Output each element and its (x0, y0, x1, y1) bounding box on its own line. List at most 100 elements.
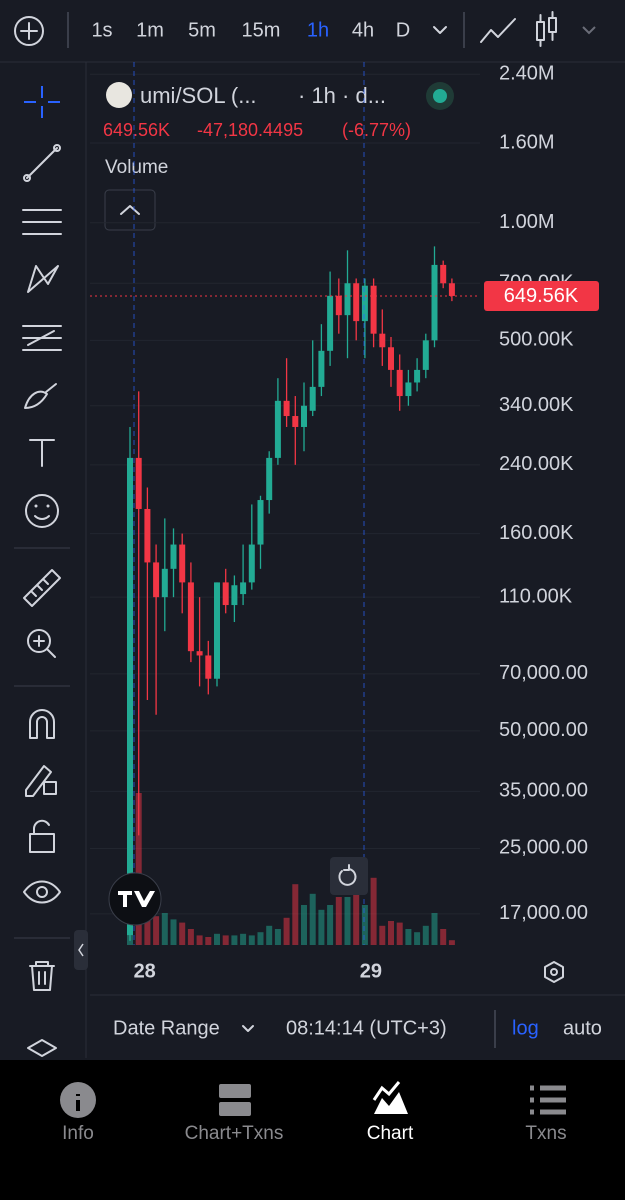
volume-bar (266, 925, 273, 945)
interval-button[interactable]: 15m (242, 19, 281, 41)
log-toggle[interactable]: log (512, 1017, 539, 1039)
volume-bar (353, 890, 360, 945)
y-tick-label: 110.00K (499, 585, 573, 607)
tab[interactable]: Txns (525, 1123, 566, 1144)
text-tool[interactable] (29, 439, 55, 467)
emoji-tool[interactable] (25, 494, 59, 528)
auto-toggle[interactable]: auto (563, 1017, 602, 1039)
interval-dropdown[interactable] (433, 26, 447, 34)
interval-button[interactable]: 1m (136, 19, 164, 41)
candle-body (344, 283, 351, 316)
tab[interactable]: Chart+Txns (185, 1123, 284, 1144)
tab[interactable]: Info (62, 1123, 94, 1144)
volume-bar (335, 897, 342, 945)
lock-draw-tool[interactable] (25, 765, 57, 797)
candle-body (231, 585, 238, 606)
zoom-tool[interactable] (27, 629, 56, 658)
visibility-tool[interactable] (23, 880, 61, 904)
volume-bar (248, 935, 255, 945)
interval-button[interactable]: 1s (91, 19, 112, 41)
volume-bar (309, 893, 316, 945)
interval-button[interactable]: 1h (307, 19, 329, 41)
tab-bar (0, 1060, 625, 1200)
candle-body (153, 562, 160, 598)
ruler-tool[interactable] (23, 569, 61, 607)
symbol-avatar (106, 82, 132, 108)
volume-bar (318, 909, 325, 945)
candle-body (379, 333, 386, 348)
layers-tool[interactable] (27, 1039, 57, 1057)
candle-body (448, 283, 455, 296)
candle-body (431, 264, 438, 341)
volume-bar (231, 935, 238, 945)
volume-bar (170, 919, 177, 945)
y-tick-label: 2.40M (499, 63, 555, 85)
fib-tool[interactable] (22, 209, 62, 235)
y-tick-label: 160.00K (499, 522, 574, 544)
volume-bar (179, 922, 186, 945)
date-range[interactable]: Date Range (113, 1017, 220, 1039)
lock-tool[interactable] (29, 819, 55, 853)
candle-body (161, 568, 168, 598)
x-tick-label: 28 (134, 960, 156, 982)
candle-body (353, 283, 360, 322)
candle-body (144, 508, 151, 563)
crosshair-tool[interactable] (24, 86, 60, 118)
line-style[interactable] (480, 18, 516, 43)
candle-body (414, 369, 421, 383)
candle-body (205, 655, 212, 679)
volume-bar (370, 877, 377, 945)
x-tick-label: 29 (360, 960, 382, 982)
legend-price: 649.56K (103, 120, 170, 140)
projection-tool[interactable] (22, 325, 62, 351)
candle-body (196, 651, 203, 656)
volume-bar (301, 905, 307, 945)
collapse-toolbar[interactable] (74, 930, 88, 970)
candle-body (222, 582, 229, 606)
plot: 2.40M1.60M1.00M700.00K500.00K340.00K240.… (90, 63, 599, 982)
last-price-label: 649.56K (504, 285, 579, 307)
volume-bar (161, 913, 168, 945)
candle-body (127, 457, 133, 936)
volume-bar (205, 937, 212, 945)
delete-tool[interactable] (29, 961, 55, 991)
candle-body (257, 500, 264, 545)
y-tick-label: 17,000.00 (499, 902, 588, 924)
candle-style[interactable] (536, 11, 557, 47)
tv-logo[interactable] (108, 872, 162, 926)
volume-bar (257, 932, 264, 945)
y-tick-label: 35,000.00 (499, 780, 588, 802)
settings[interactable] (544, 961, 564, 983)
volume-bar (214, 933, 220, 945)
candle-body (240, 582, 247, 595)
volume-bar (274, 929, 281, 945)
left-toolbar (14, 62, 88, 1058)
interval-button[interactable]: D (396, 19, 410, 41)
add-button[interactable] (14, 16, 44, 46)
volume-bar (388, 921, 394, 945)
interval-button[interactable]: 5m (188, 19, 216, 41)
y-tick-label: 50,000.00 (499, 719, 588, 741)
volume-bar (440, 929, 447, 945)
volume-bar (344, 897, 351, 945)
reset-button[interactable] (330, 857, 368, 895)
interval-button[interactable]: 4h (352, 19, 374, 41)
pattern-tool[interactable] (27, 265, 59, 293)
volume-bar (196, 935, 203, 945)
volume-bar (405, 929, 412, 945)
collapse-legend[interactable] (104, 189, 156, 231)
candle-body (292, 416, 299, 427)
clock: 08:14:14 (UTC+3) (286, 1017, 447, 1039)
trend-line-tool[interactable] (23, 144, 61, 182)
candle-body (361, 285, 368, 322)
magnet-tool[interactable] (29, 709, 55, 739)
brush-tool[interactable] (24, 383, 57, 409)
tab[interactable]: Chart (367, 1123, 414, 1144)
y-tick-label: 1.60M (499, 131, 555, 153)
candle-body (135, 457, 142, 509)
candle-body (405, 382, 412, 397)
candle-body (266, 457, 273, 501)
volume-bar (135, 793, 142, 945)
volume-bar (187, 929, 194, 945)
